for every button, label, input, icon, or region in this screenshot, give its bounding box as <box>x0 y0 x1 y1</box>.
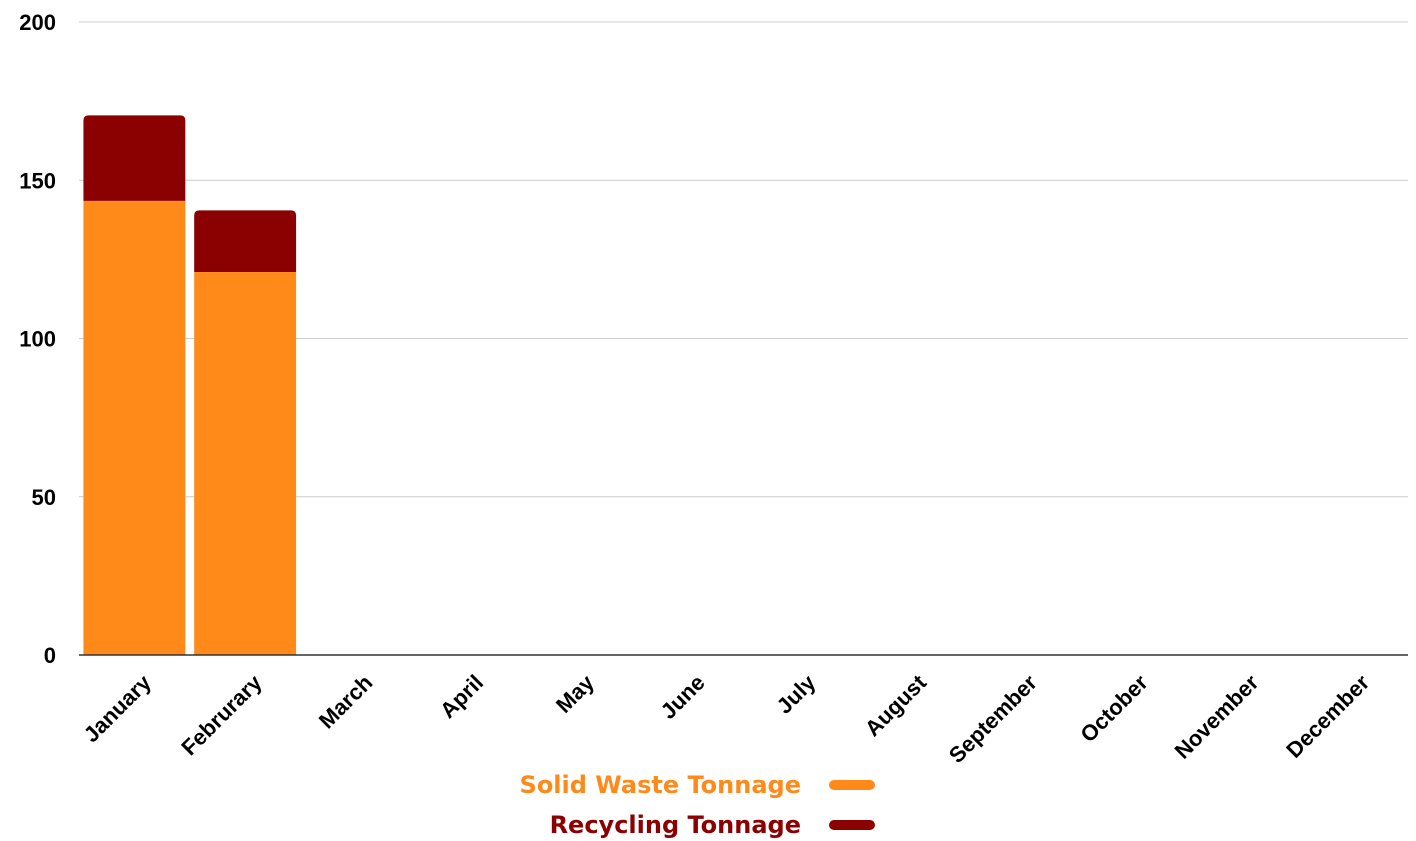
y-tick-label: 0 <box>44 643 56 668</box>
x-tick-label: June <box>656 670 710 724</box>
gridlines <box>79 21 1408 498</box>
y-tick-label: 100 <box>19 327 56 352</box>
x-tick-label: May <box>551 669 599 717</box>
bar-solid-waste-tonnage-january <box>83 200 186 655</box>
bar-recycling-tonnage-january <box>83 115 186 201</box>
bar-solid-waste-tonnage-februrary <box>194 272 297 655</box>
x-tick-label: Februrary <box>176 669 267 760</box>
y-tick-label: 50 <box>32 485 56 510</box>
y-tick-label: 150 <box>19 168 56 193</box>
x-tick-label: August <box>860 669 932 741</box>
x-tick-label: November <box>1170 670 1264 764</box>
y-axis-tick-labels: 0 50 100 150 200 <box>19 10 56 668</box>
legend-label: Recycling Tonnage <box>550 811 801 839</box>
x-tick-label: April <box>435 670 488 723</box>
x-tick-label: January <box>79 669 157 747</box>
y-tick-label: 200 <box>19 10 56 35</box>
bar-recycling-tonnage-februrary <box>194 210 297 273</box>
x-tick-label: March <box>314 670 377 733</box>
bars <box>83 115 297 655</box>
x-tick-label: July <box>772 669 821 718</box>
x-tick-label: October <box>1075 670 1153 748</box>
x-axis-category-labels: January Februrary March April May June July Aug… <box>79 669 1375 768</box>
x-tick-label: September <box>944 670 1042 768</box>
x-tick-label: December <box>1281 670 1374 763</box>
legend: Solid Waste Tonnage Recycling Tonnage <box>520 771 875 839</box>
legend-label: Solid Waste Tonnage <box>520 771 801 799</box>
